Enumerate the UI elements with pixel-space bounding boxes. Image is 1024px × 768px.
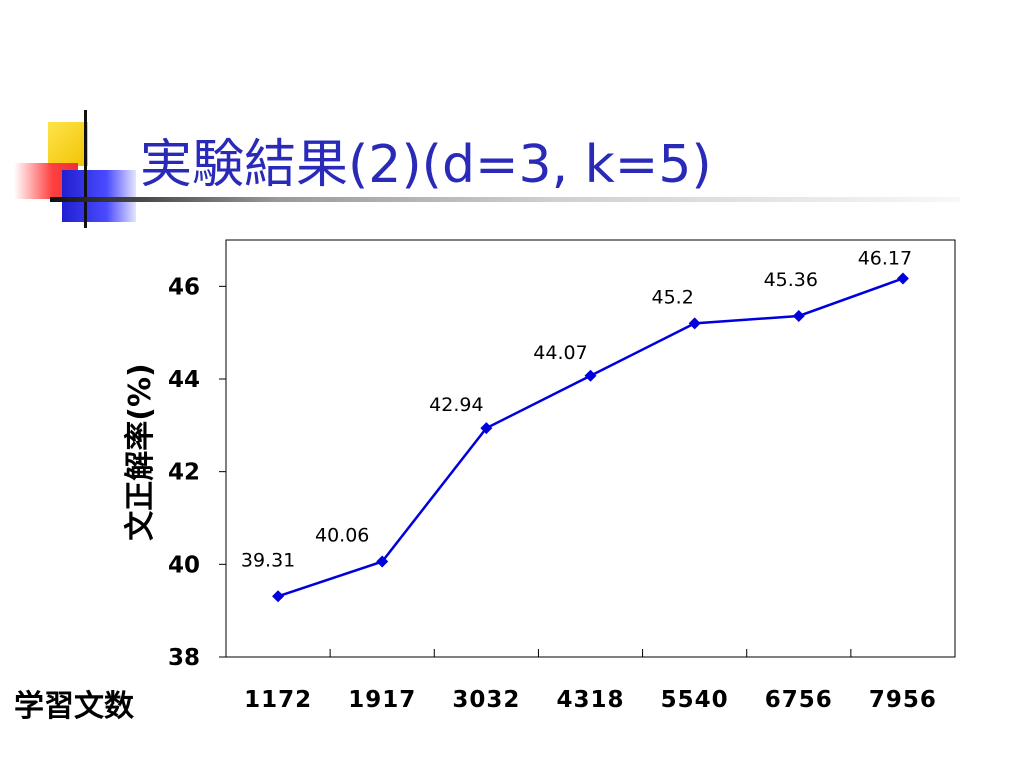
data-label: 42.94 [429, 394, 483, 416]
series-line [277, 277, 904, 598]
data-point-marker [272, 590, 285, 603]
x-tick-label: 1172 [244, 687, 312, 713]
logo-blue-square [62, 170, 136, 222]
x-tick-label: 3032 [452, 687, 520, 713]
data-label: 40.06 [315, 525, 369, 547]
data-label: 46.17 [858, 247, 912, 269]
data-point-marker [896, 272, 909, 285]
title-underline [50, 197, 960, 202]
data-point-marker [792, 309, 805, 322]
x-tick-label: 4318 [556, 687, 624, 713]
slide-title: 実験結果(2)(d=3, k=5) [140, 135, 712, 195]
logo-yellow-square [48, 122, 88, 166]
x-tick-label: 1917 [348, 687, 416, 713]
y-tick-label: 38 [168, 645, 200, 671]
data-label: 45.36 [764, 269, 818, 291]
y-tick-label: 46 [168, 274, 200, 300]
y-tick-label: 44 [168, 367, 200, 393]
data-label: 44.07 [533, 342, 587, 364]
data-point-marker [376, 555, 389, 568]
plot-area-border [225, 239, 956, 658]
logo-vertical-line [84, 110, 87, 228]
x-axis-title: 学習文数 [14, 689, 135, 724]
x-tick-label: 6756 [765, 687, 833, 713]
data-point-marker [480, 422, 493, 435]
data-point-marker [584, 369, 597, 382]
y-tick-label: 42 [168, 460, 200, 486]
y-tick-label: 40 [168, 552, 200, 578]
y-axis-title: 文正解率(%) [123, 363, 158, 540]
data-label: 45.2 [651, 286, 693, 308]
x-tick-label: 5540 [661, 687, 729, 713]
data-point-marker [688, 317, 701, 330]
data-label: 39.31 [241, 549, 295, 571]
x-tick-label: 7956 [869, 687, 937, 713]
